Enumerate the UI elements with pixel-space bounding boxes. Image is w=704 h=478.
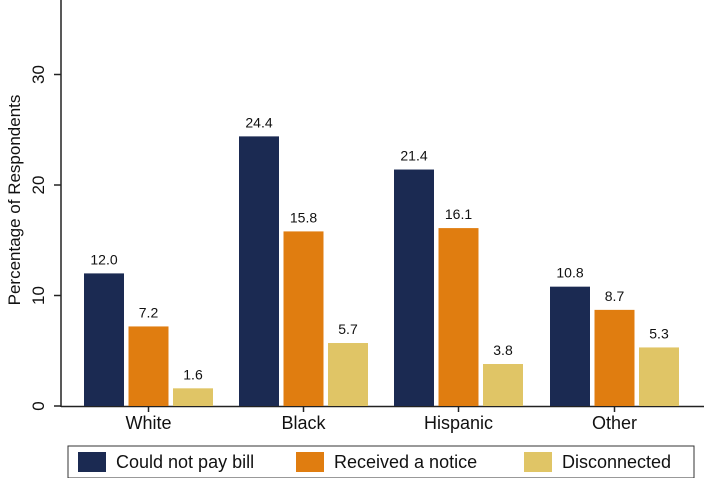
bar-disconnected-black — [328, 343, 368, 406]
bar-could-not-pay-bill-black — [239, 136, 279, 406]
x-category-label: Hispanic — [424, 413, 493, 433]
x-category-label: White — [125, 413, 171, 433]
bar-received-a-notice-hispanic — [438, 228, 479, 406]
bar-received-a-notice-white — [128, 326, 169, 406]
y-tick-label: 10 — [29, 286, 48, 305]
data-label: 15.8 — [290, 209, 317, 225]
legend-label: Received a notice — [334, 452, 477, 472]
data-label: 12.0 — [90, 251, 117, 267]
legend-swatch — [524, 452, 552, 472]
y-axis-title: Percentage of Respondents — [5, 95, 24, 306]
bar-disconnected-white — [173, 388, 213, 406]
bar-could-not-pay-bill-white — [84, 273, 124, 406]
data-label: 24.4 — [245, 114, 272, 130]
x-axis-categories: White Black Hispanic Other — [125, 406, 637, 433]
bar-could-not-pay-bill-other — [550, 286, 590, 406]
data-label: 10.8 — [556, 265, 583, 281]
legend-label: Disconnected — [562, 452, 671, 472]
data-label: 16.1 — [445, 206, 472, 222]
data-label: 5.3 — [649, 325, 669, 341]
bar-received-a-notice-black — [283, 231, 324, 406]
legend-swatch — [296, 452, 324, 472]
y-tick-label: 0 — [29, 401, 48, 410]
legend: Could not pay bill Received a notice Disco… — [67, 445, 695, 478]
bar-disconnected-hispanic — [483, 364, 523, 406]
y-tick-label: 30 — [29, 65, 48, 84]
data-label: 7.2 — [139, 304, 159, 320]
data-label: 8.7 — [605, 288, 625, 304]
data-label: 3.8 — [493, 342, 513, 358]
y-axis-ticks: 0 10 20 30 — [29, 65, 61, 411]
legend-box — [67, 445, 695, 478]
data-label: 1.6 — [183, 366, 203, 382]
data-label: 5.7 — [338, 321, 358, 337]
y-tick-label: 20 — [29, 176, 48, 195]
data-label: 21.4 — [400, 148, 427, 164]
bar-received-a-notice-other — [594, 309, 635, 406]
bar-could-not-pay-bill-hispanic — [394, 169, 434, 406]
x-category-label: Black — [281, 413, 326, 433]
bars: 12.0 7.2 1.6 24.4 15.8 5.7 21.4 16.1 3.8 10.8 8.7 5… — [84, 114, 679, 406]
legend-swatch — [78, 452, 106, 472]
bar-disconnected-other — [639, 347, 679, 406]
legend-label: Could not pay bill — [116, 452, 254, 472]
x-category-label: Other — [592, 413, 637, 433]
